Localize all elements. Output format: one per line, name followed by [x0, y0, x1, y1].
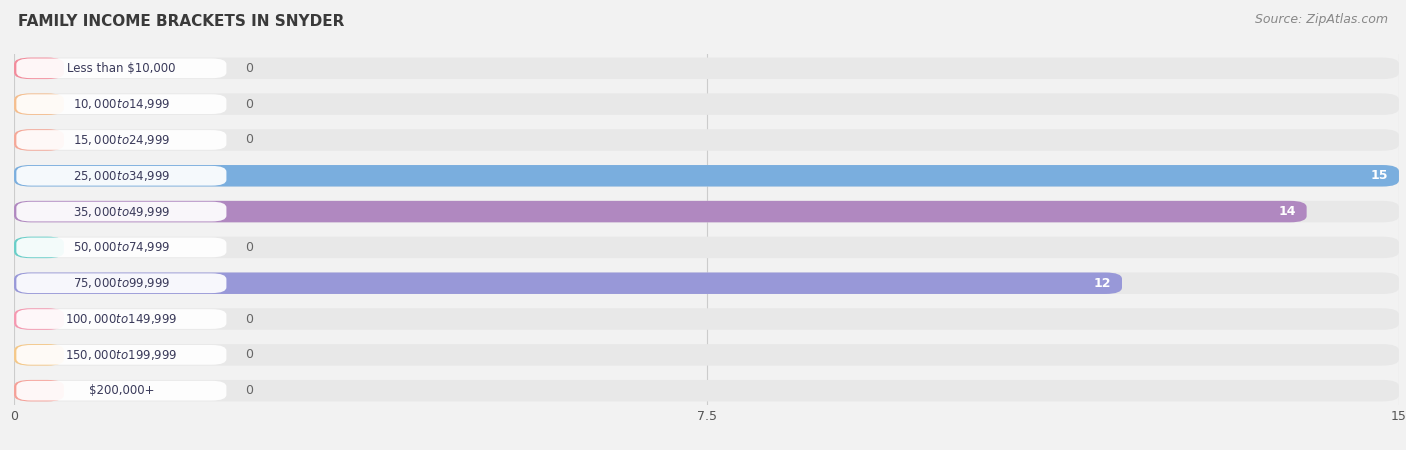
FancyBboxPatch shape	[14, 201, 1399, 222]
Text: FAMILY INCOME BRACKETS IN SNYDER: FAMILY INCOME BRACKETS IN SNYDER	[18, 14, 344, 28]
Text: $10,000 to $14,999: $10,000 to $14,999	[73, 97, 170, 111]
FancyBboxPatch shape	[14, 308, 1399, 330]
FancyBboxPatch shape	[17, 94, 226, 114]
FancyBboxPatch shape	[14, 201, 1306, 222]
FancyBboxPatch shape	[14, 58, 63, 79]
Text: $35,000 to $49,999: $35,000 to $49,999	[73, 205, 170, 219]
Text: 0: 0	[245, 98, 253, 111]
Text: 0: 0	[245, 384, 253, 397]
FancyBboxPatch shape	[17, 345, 226, 365]
Text: 0: 0	[245, 313, 253, 325]
Text: 14: 14	[1278, 205, 1295, 218]
Text: Source: ZipAtlas.com: Source: ZipAtlas.com	[1254, 14, 1388, 27]
FancyBboxPatch shape	[14, 344, 63, 365]
FancyBboxPatch shape	[14, 380, 63, 401]
Text: 0: 0	[245, 241, 253, 254]
Text: 0: 0	[245, 348, 253, 361]
Text: $25,000 to $34,999: $25,000 to $34,999	[73, 169, 170, 183]
FancyBboxPatch shape	[14, 129, 63, 151]
Text: Less than $10,000: Less than $10,000	[67, 62, 176, 75]
Text: $100,000 to $149,999: $100,000 to $149,999	[65, 312, 177, 326]
FancyBboxPatch shape	[14, 344, 1399, 365]
Text: 0: 0	[245, 62, 253, 75]
FancyBboxPatch shape	[14, 94, 1399, 115]
Text: $200,000+: $200,000+	[89, 384, 155, 397]
FancyBboxPatch shape	[17, 202, 226, 221]
FancyBboxPatch shape	[17, 166, 226, 185]
FancyBboxPatch shape	[14, 94, 63, 115]
FancyBboxPatch shape	[14, 165, 1399, 186]
FancyBboxPatch shape	[14, 308, 63, 330]
Text: 12: 12	[1094, 277, 1111, 290]
Text: $150,000 to $199,999: $150,000 to $199,999	[65, 348, 177, 362]
Text: 15: 15	[1371, 169, 1388, 182]
FancyBboxPatch shape	[14, 165, 1399, 186]
Text: $15,000 to $24,999: $15,000 to $24,999	[73, 133, 170, 147]
FancyBboxPatch shape	[14, 237, 63, 258]
FancyBboxPatch shape	[14, 237, 1399, 258]
FancyBboxPatch shape	[17, 58, 226, 78]
Text: $75,000 to $99,999: $75,000 to $99,999	[73, 276, 170, 290]
FancyBboxPatch shape	[14, 380, 1399, 401]
FancyBboxPatch shape	[17, 274, 226, 293]
FancyBboxPatch shape	[14, 129, 1399, 151]
Text: 0: 0	[245, 134, 253, 146]
FancyBboxPatch shape	[17, 130, 226, 150]
FancyBboxPatch shape	[17, 309, 226, 329]
Text: $50,000 to $74,999: $50,000 to $74,999	[73, 240, 170, 254]
FancyBboxPatch shape	[14, 273, 1399, 294]
FancyBboxPatch shape	[14, 273, 1122, 294]
FancyBboxPatch shape	[17, 238, 226, 257]
FancyBboxPatch shape	[14, 58, 1399, 79]
FancyBboxPatch shape	[17, 381, 226, 400]
